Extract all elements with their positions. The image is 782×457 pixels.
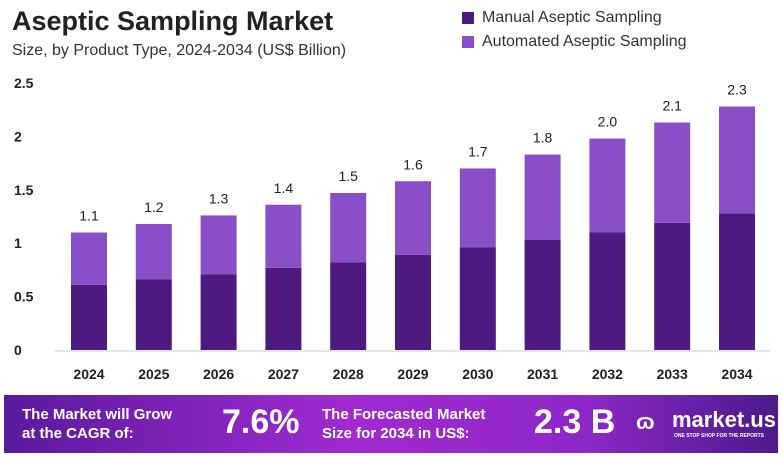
total-label: 1.5 <box>338 168 358 184</box>
total-label: 1.7 <box>468 143 488 159</box>
total-label: 1.8 <box>533 130 553 146</box>
x-tick-label: 2031 <box>527 366 558 382</box>
x-tick-label: 2033 <box>657 366 688 382</box>
bar-segment <box>459 168 496 248</box>
bar-segment <box>654 122 691 223</box>
legend-label: Manual Aseptic Sampling <box>482 9 662 26</box>
legend-item-automated: Automated Aseptic Sampling <box>462 33 687 51</box>
y-tick-label: 0.5 <box>14 289 34 305</box>
y-tick-label: 1 <box>14 235 22 251</box>
bar-segment <box>459 247 496 350</box>
forecast-label: The Forecasted Market Size for 2034 in US… <box>322 406 486 442</box>
bar-segment <box>200 274 237 350</box>
total-label: 2.3 <box>727 81 747 97</box>
bar-segment <box>395 181 431 255</box>
total-label: 1.3 <box>209 190 229 206</box>
y-tick-label: 0 <box>14 342 22 358</box>
bar-segment <box>265 204 302 268</box>
total-label: 1.6 <box>403 156 423 172</box>
bar-segment <box>589 232 626 350</box>
brand-tagline: ONE STOP SHOP FOR THE REPORTS <box>674 433 765 439</box>
bar-segment <box>589 138 626 233</box>
footer-banner: The Market will Grow at the CAGR of: 7.6%… <box>4 395 778 453</box>
cagr-label: The Market will Grow at the CAGR of: <box>22 406 173 442</box>
bar-segment <box>265 267 302 350</box>
x-tick-label: 2028 <box>333 366 364 382</box>
x-tick-label: 2025 <box>138 366 169 382</box>
bar-segment <box>524 239 561 350</box>
bar-segment <box>330 193 367 263</box>
bar-segment <box>395 254 431 350</box>
bar-segment <box>71 232 107 285</box>
bar-segment <box>71 284 107 350</box>
bar-segment <box>719 106 755 214</box>
x-tick-label: 2034 <box>721 366 752 382</box>
legend-swatch <box>462 12 474 24</box>
x-tick-label: 2024 <box>73 366 104 382</box>
x-tick-label: 2026 <box>203 366 234 382</box>
brand-logo-icon: ɷ <box>636 409 655 434</box>
chart-subtitle: Size, by Product Type, 2024-2034 (US$ Bi… <box>12 42 347 59</box>
legend-swatch <box>462 36 474 48</box>
x-tick-label: 2029 <box>397 366 428 382</box>
bar-segment <box>654 222 691 350</box>
total-label: 1.2 <box>144 199 164 215</box>
chart-title: Aseptic Sampling Market <box>12 6 334 36</box>
legend-label: Automated Aseptic Sampling <box>482 33 687 50</box>
total-label: 2.0 <box>598 114 618 130</box>
total-label: 1.4 <box>274 180 294 196</box>
total-label: 2.1 <box>662 98 682 114</box>
y-tick-label: 1.5 <box>14 182 34 198</box>
legend-item-manual: Manual Aseptic Sampling <box>462 9 662 27</box>
brand-name: market.us <box>672 407 776 432</box>
bar-segment <box>719 213 755 350</box>
y-tick-label: 2 <box>14 128 22 144</box>
bar-chart: 0 0.5 1 1.5 2 2.5 1.1 2024 1.2 2025 1.3 2026 1.4 2027… <box>14 75 770 382</box>
x-tick-label: 2030 <box>462 366 493 382</box>
cagr-value: 7.6% <box>222 403 300 441</box>
bar-segment <box>135 279 172 350</box>
bar-segment <box>524 154 561 240</box>
x-tick-label: 2027 <box>268 366 299 382</box>
x-tick-label: 2032 <box>592 366 623 382</box>
total-label: 1.1 <box>79 208 99 224</box>
bar-segment <box>330 262 367 350</box>
bar-segment <box>200 215 237 275</box>
y-tick-label: 2.5 <box>14 75 34 91</box>
bar-segment <box>135 223 172 280</box>
forecast-value: 2.3 B <box>534 403 616 441</box>
